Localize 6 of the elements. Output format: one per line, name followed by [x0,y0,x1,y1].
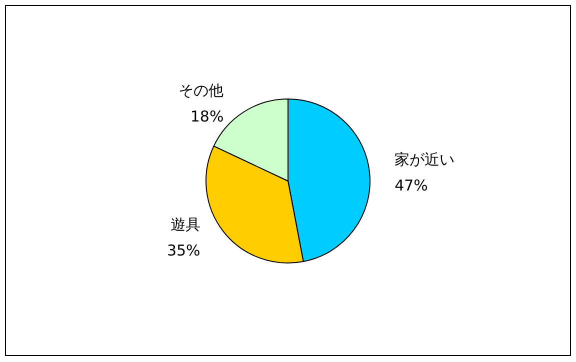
data-label: 18% [190,107,224,126]
data-label: 35% [166,241,200,260]
slice-label: その他 [178,81,224,100]
slice-label: 家が近い [394,150,455,168]
slice-label: 遊具 [170,215,200,234]
data-label: 47% [394,176,428,194]
